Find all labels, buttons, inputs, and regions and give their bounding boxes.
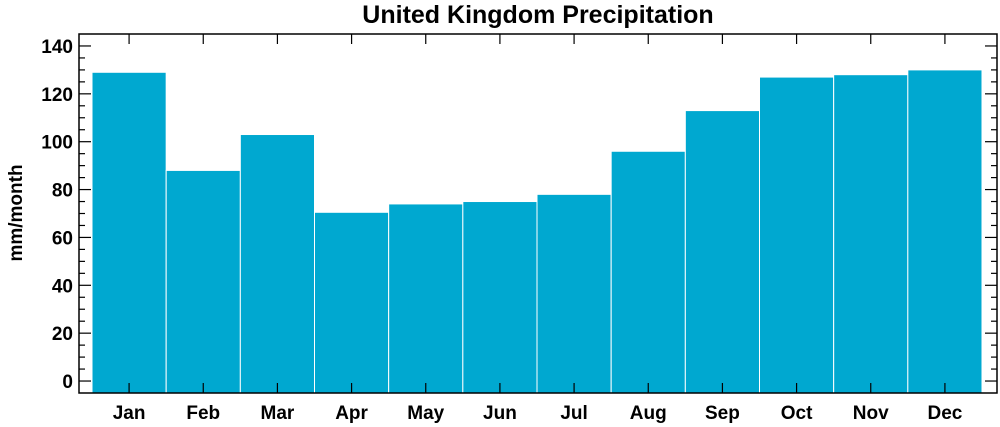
bar-sep xyxy=(684,110,761,394)
y-tick-label: 20 xyxy=(52,324,73,345)
bar-aug xyxy=(610,150,686,394)
x-tick-label-dec: Dec xyxy=(927,403,962,424)
x-tick-label-feb: Feb xyxy=(186,403,220,424)
x-tick-label-jan: Jan xyxy=(113,403,146,424)
y-tick-label: 100 xyxy=(41,133,73,154)
y-tick-label: 0 xyxy=(62,372,73,393)
x-tick-label-nov: Nov xyxy=(853,403,889,424)
x-tick-label-oct: Oct xyxy=(781,403,813,424)
bars-group xyxy=(91,69,983,394)
x-tick-label-mar: Mar xyxy=(261,403,295,424)
plot-frame xyxy=(78,33,998,394)
chart-title: United Kingdom Precipitation xyxy=(362,1,713,29)
y-axis-label: mm/month xyxy=(6,164,27,261)
y-tick-label: 60 xyxy=(52,228,73,249)
x-tick-label-may: May xyxy=(407,403,444,424)
y-tick-label: 40 xyxy=(52,276,73,297)
bar-apr xyxy=(314,211,390,394)
x-tick-labels-group: Jan Feb Mar Apr May Jun Jul Aug Sep Oct Nov Dec xyxy=(113,403,963,424)
x-tick-label-jun: Jun xyxy=(483,403,517,424)
x-tick-label-jul: Jul xyxy=(560,403,587,424)
y-tick-label: 120 xyxy=(41,85,73,106)
x-tick-label-sep: Sep xyxy=(705,403,740,424)
bar-mar xyxy=(239,134,315,394)
y-tick-labels-group: 0 20 40 60 80 100 120 140 xyxy=(41,37,73,393)
bar-dec xyxy=(907,69,983,394)
axis-ticks-group xyxy=(79,34,997,393)
bar-nov xyxy=(833,74,909,394)
y-tick-label: 80 xyxy=(52,181,73,202)
bar-feb xyxy=(165,169,241,394)
bar-may xyxy=(388,203,464,394)
bar-jul xyxy=(536,193,612,394)
x-tick-label-apr: Apr xyxy=(335,403,368,424)
bar-jun xyxy=(462,201,538,394)
bar-oct xyxy=(759,76,835,394)
y-tick-label: 140 xyxy=(41,37,73,58)
x-tick-label-aug: Aug xyxy=(630,403,667,424)
bar-jan xyxy=(91,71,167,394)
